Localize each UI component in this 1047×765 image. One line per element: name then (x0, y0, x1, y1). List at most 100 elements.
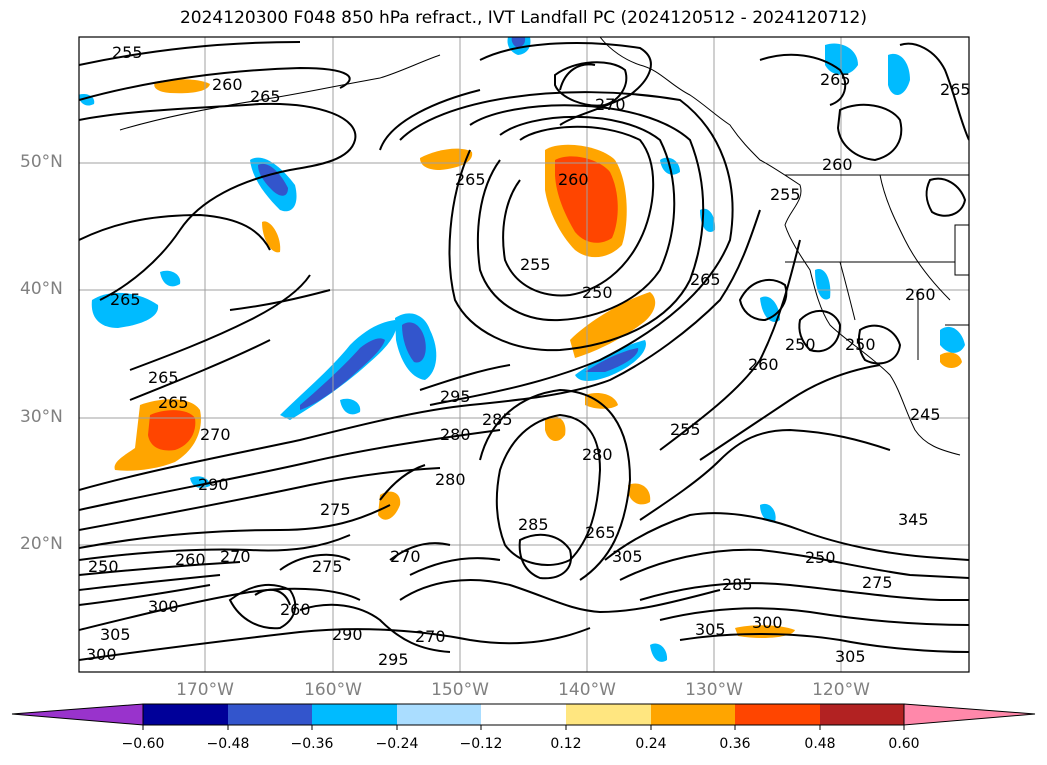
contour-label: 300 (752, 613, 783, 632)
contour-label: 260 (175, 550, 206, 569)
latitude-label: 20°N (20, 534, 63, 554)
contour-label: 260 (822, 155, 853, 174)
colorbar-extend-high (903, 703, 1036, 726)
colorbar-tick-label: 0.24 (635, 736, 667, 752)
contour-label: 250 (785, 335, 816, 354)
contour-label: 270 (200, 425, 231, 444)
negative-anomaly-region (650, 643, 668, 662)
positive-anomaly-region (628, 483, 651, 505)
colorbar-segment (312, 704, 397, 725)
contour-label: 270 (390, 547, 421, 566)
longitude-label: 160°W (304, 680, 362, 700)
refractivity-contours (79, 41, 969, 661)
contour-label: 265 (585, 523, 616, 542)
negative-anomaly-region (340, 398, 361, 415)
negative-anomaly-region (160, 270, 181, 287)
positive-anomaly-region (154, 79, 210, 94)
contour-label: 270 (415, 627, 446, 646)
colorbar-segment (735, 704, 820, 725)
contour-label: 285 (722, 575, 753, 594)
negative-anomaly-region (888, 53, 910, 96)
contour-label: 275 (320, 500, 351, 519)
latitude-label: 50°N (20, 152, 63, 172)
colorbar-tick-label: −0.24 (375, 736, 419, 752)
colorbar-tick-label: −0.60 (121, 736, 165, 752)
contour-label: 305 (695, 620, 726, 639)
colorbar-tick-label: −0.12 (459, 736, 503, 752)
contour-label: 345 (898, 510, 929, 529)
longitude-label: 150°W (431, 680, 489, 700)
contour-label: 275 (312, 557, 343, 576)
strong-negative-anomaly-region (300, 338, 385, 410)
longitude-label: 170°W (176, 680, 234, 700)
contour-label: 250 (845, 335, 876, 354)
colorbar-tick-label: 0.48 (804, 736, 836, 752)
colorbar-tick-label: 0.12 (550, 736, 582, 752)
strong-positive-anomaly-region (555, 156, 618, 243)
contour-label: 280 (435, 470, 466, 489)
contour-label: 305 (612, 547, 643, 566)
colorbar-extend-low (11, 703, 144, 726)
contour-label: 300 (86, 645, 117, 664)
contour-label: 290 (198, 475, 229, 494)
contour-label: 295 (440, 387, 471, 406)
positive-anomaly-region (545, 416, 566, 442)
contour-label: 270 (595, 95, 626, 114)
colorbar-segment (228, 704, 312, 725)
colorbar-segment (651, 704, 735, 725)
colorbar-segment (566, 704, 651, 725)
contour-label: 265 (690, 270, 721, 289)
contour-labels: 255 260 265 270 260 250 255 265 265 265 … (86, 43, 971, 669)
positive-anomaly-region (585, 393, 618, 409)
contour-label: 290 (332, 625, 363, 644)
negative-anomaly-region (815, 269, 831, 300)
contour-label: 260 (905, 285, 936, 304)
strong-negative-anomaly-region (585, 348, 639, 372)
colorbar-segment (397, 704, 481, 725)
strong-negative-anomaly-region (258, 163, 288, 196)
contour-label: 265 (148, 368, 179, 387)
longitude-label: 120°W (812, 680, 870, 700)
contour-label: 300 (148, 597, 179, 616)
map-frame (78, 36, 970, 673)
contour-label: 280 (582, 445, 613, 464)
colorbar-segment (820, 704, 904, 725)
contour-label: 260 (748, 355, 779, 374)
positive-anomaly-region (570, 292, 656, 358)
contour-label: 295 (378, 650, 409, 669)
strong-negative-anomaly-region (511, 37, 526, 48)
positive-anomaly-region (940, 352, 962, 368)
positive-anomaly-region (420, 148, 473, 170)
contour-label: 285 (518, 515, 549, 534)
strong-positive-anomaly-region (148, 410, 196, 451)
colorbar-tick-label: 0.60 (888, 736, 920, 752)
colorbar-segment (481, 704, 566, 725)
contour-label: 250 (88, 557, 119, 576)
contour-label: 265 (820, 70, 851, 89)
negative-anomaly-region (91, 292, 159, 328)
contour-label: 270 (220, 547, 251, 566)
contour-label: 255 (770, 185, 801, 204)
contour-label: 255 (112, 43, 143, 62)
contour-label: 305 (835, 647, 866, 666)
contour-label: 265 (455, 170, 486, 189)
map-title: 2024120300 F048 850 hPa refract., IVT La… (179, 8, 867, 28)
contour-label: 260 (212, 75, 243, 94)
negative-anomaly-region (940, 326, 965, 353)
colorbar-tick-label: −0.48 (206, 736, 250, 752)
contour-label: 260 (280, 600, 311, 619)
contour-label: 250 (805, 548, 836, 567)
coastline (119, 37, 969, 456)
contour-label: 275 (862, 573, 893, 592)
contour-label: 280 (440, 425, 471, 444)
contour-label: 255 (670, 420, 701, 439)
contour-label: 265 (940, 80, 971, 99)
contour-label: 250 (582, 283, 613, 302)
colorbar (11, 703, 1036, 730)
contour-label: 265 (250, 87, 281, 106)
negative-anomaly-region (760, 503, 776, 523)
contour-label: 265 (110, 290, 141, 309)
contour-label: 260 (558, 170, 589, 189)
contour-label: 285 (482, 410, 513, 429)
